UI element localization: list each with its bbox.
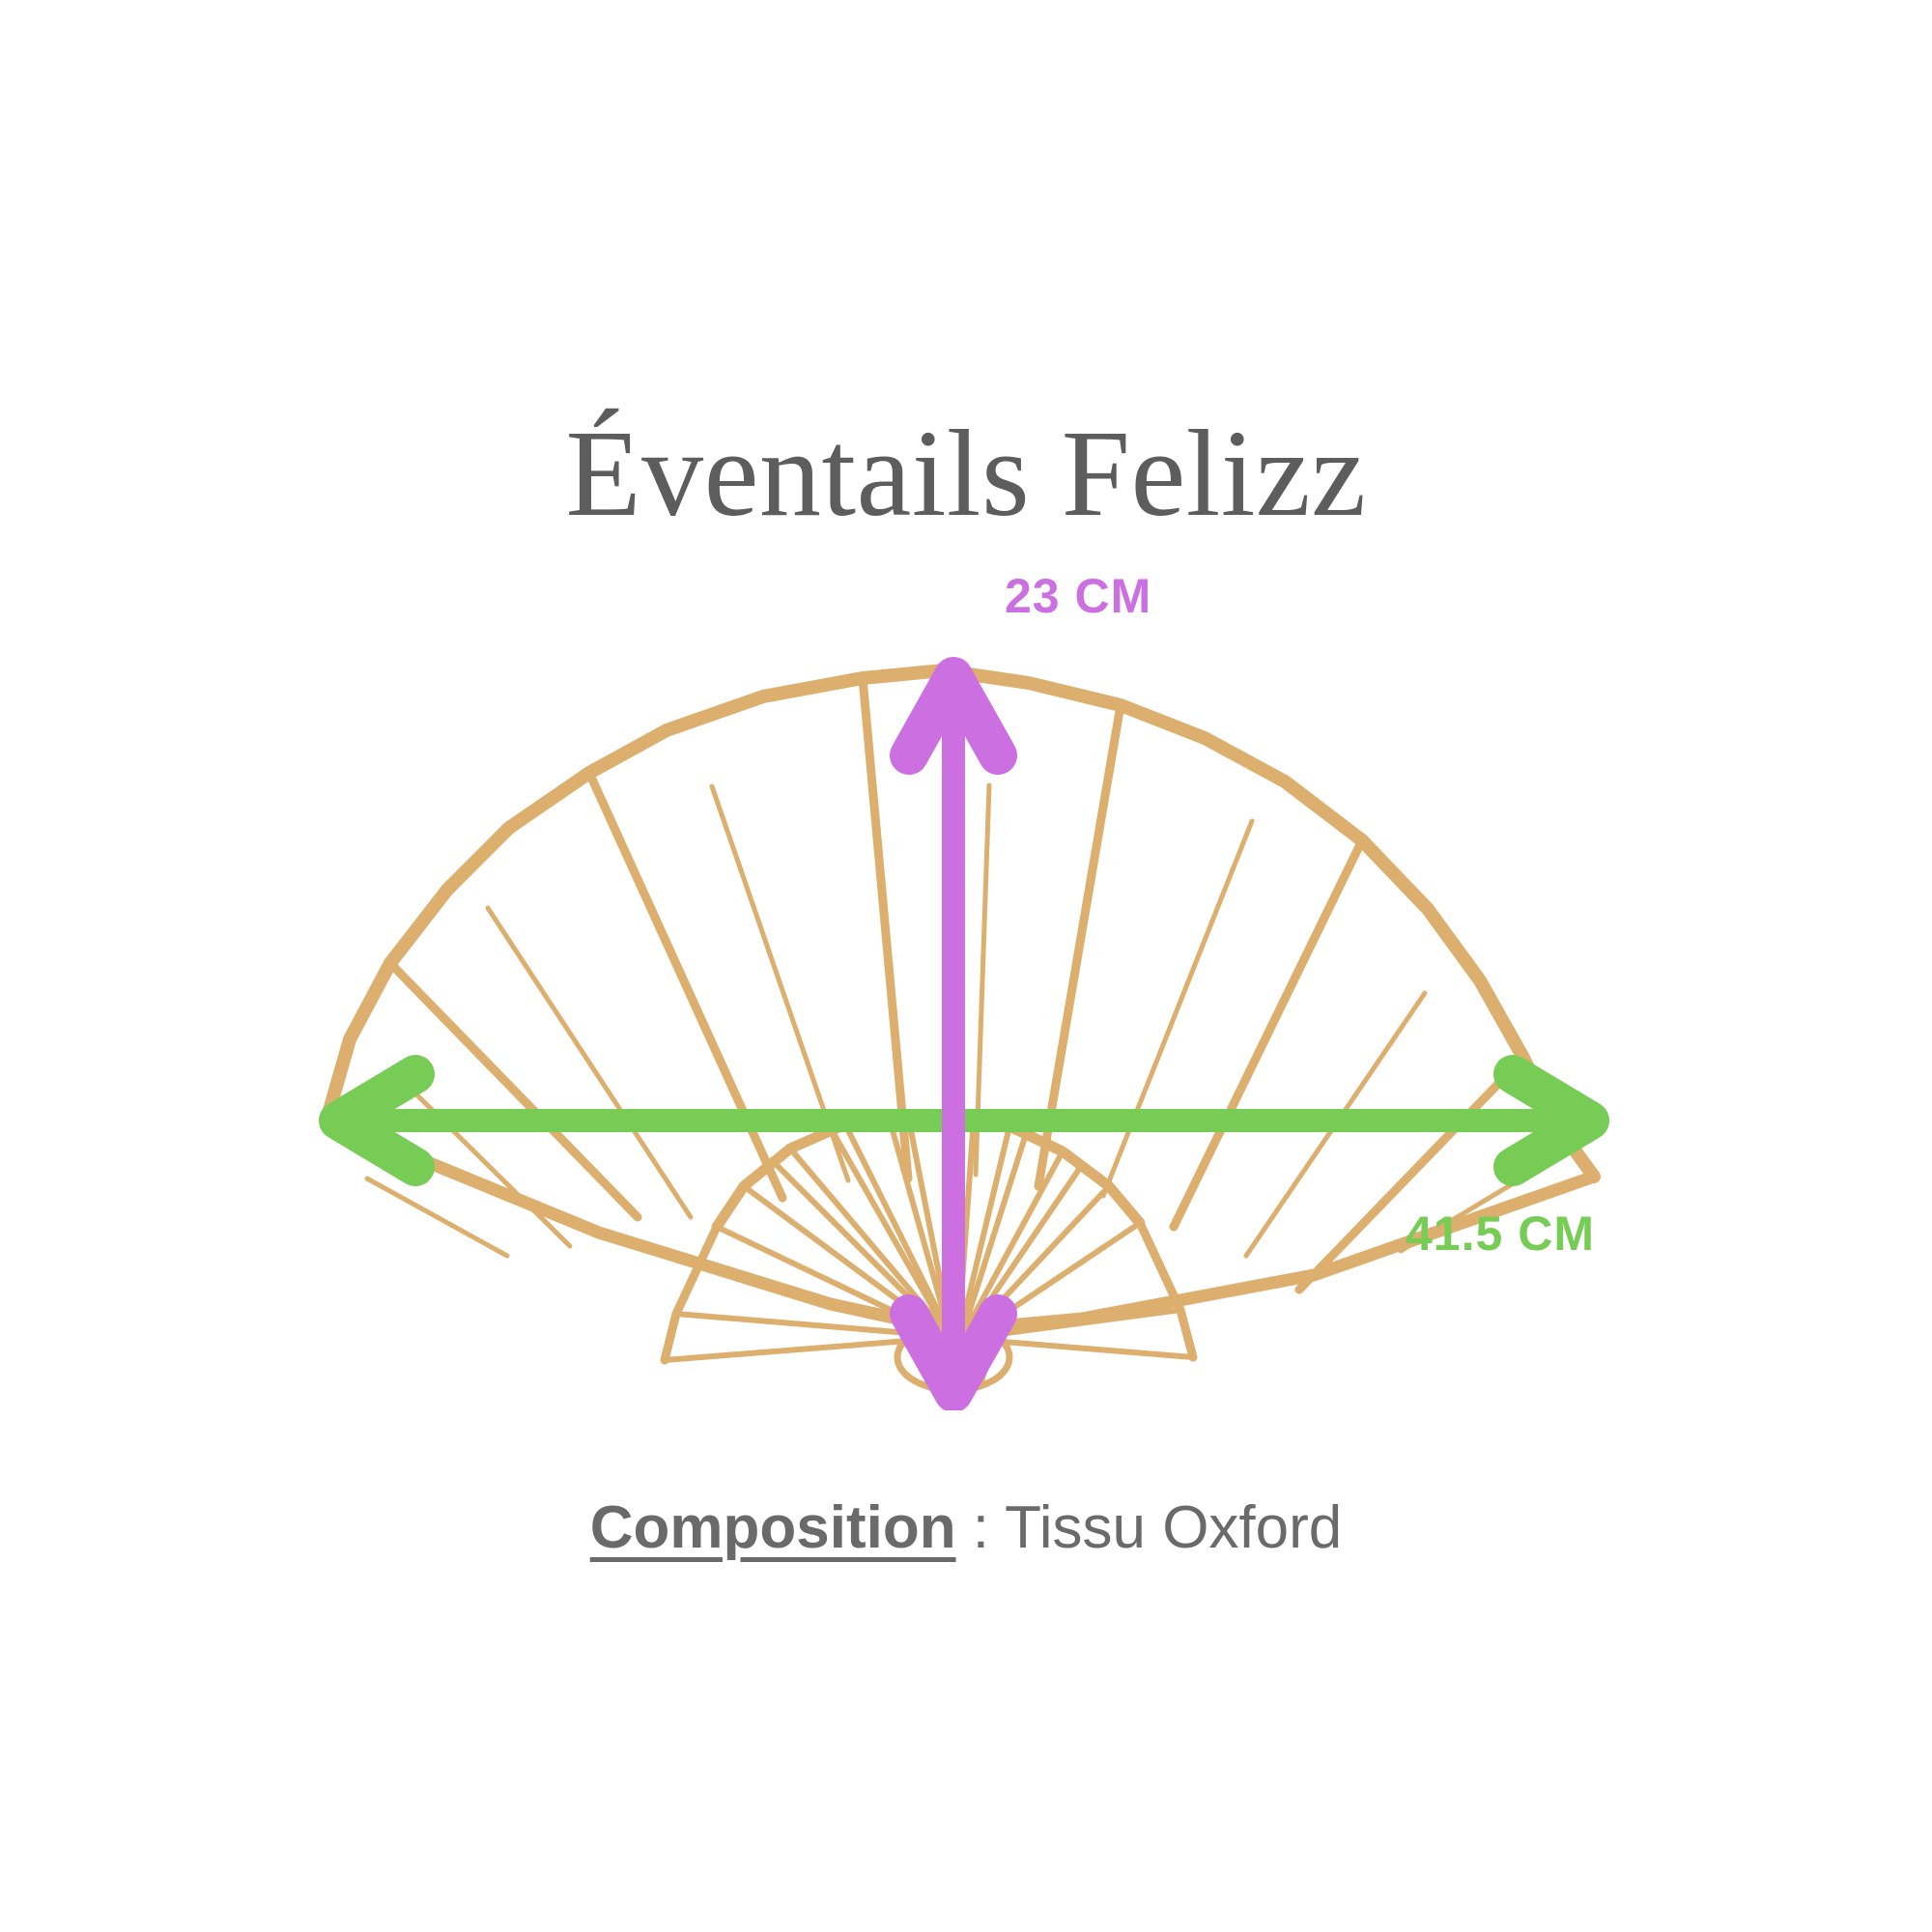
height-arrow-head-top: [890, 657, 1017, 775]
fan-rib-major-2: [584, 768, 787, 1203]
fan-stick-base-arc-right: [1135, 1218, 1198, 1362]
fan-stick: [673, 1311, 935, 1338]
width-dimension-label: 41.5 CM: [1406, 1207, 1595, 1261]
fan-rib-major-6: [1294, 1053, 1528, 1294]
composition-value: Tissu Oxford: [1005, 1494, 1343, 1561]
fan-stick-base-arc: [660, 1222, 722, 1365]
fan-stick: [975, 1307, 1183, 1340]
fan-outer-arc: [320, 664, 1601, 1183]
fan-guard-rib-left: [320, 1114, 949, 1335]
width-arrow-head-left: [319, 1055, 435, 1186]
fan-vein-minor-2: [485, 905, 694, 1220]
width-arrow-head-right: [1493, 1055, 1609, 1186]
fan-stick: [828, 1125, 946, 1328]
fan-rib-major-4: [1034, 700, 1125, 1191]
height-dimension-label: 23 CM: [1005, 569, 1152, 623]
composition-separator: :: [955, 1494, 1006, 1561]
fan-stick: [842, 1122, 948, 1327]
fan-guard-rib-right: [959, 1170, 1601, 1336]
height-dimension-arrow: [890, 657, 1017, 1410]
composition-line: Composition : Tissu Oxford: [0, 1494, 1932, 1561]
fan-vein-minor-8: [364, 1176, 510, 1259]
fan-stick: [977, 1337, 1196, 1360]
height-arrow-head-bottom: [890, 1294, 1017, 1410]
fan-stick: [962, 1131, 1029, 1328]
fan-rib-major-1: [385, 958, 642, 1222]
fan-diagram-svg: [319, 657, 1609, 1410]
fan-stick: [662, 1336, 935, 1363]
fan-stick: [959, 1123, 1012, 1327]
fan-rib-major-3: [858, 673, 913, 1183]
composition-label: Composition: [589, 1494, 956, 1561]
fan-stick: [886, 1114, 950, 1326]
fan-vein-minor-5: [1100, 818, 1255, 1199]
fan-illustration: [0, 541, 1932, 1410]
fan-rib-major-5: [1169, 836, 1367, 1232]
fan-stick: [965, 1149, 1065, 1329]
page-title: Éventails Felizz: [565, 404, 1367, 542]
